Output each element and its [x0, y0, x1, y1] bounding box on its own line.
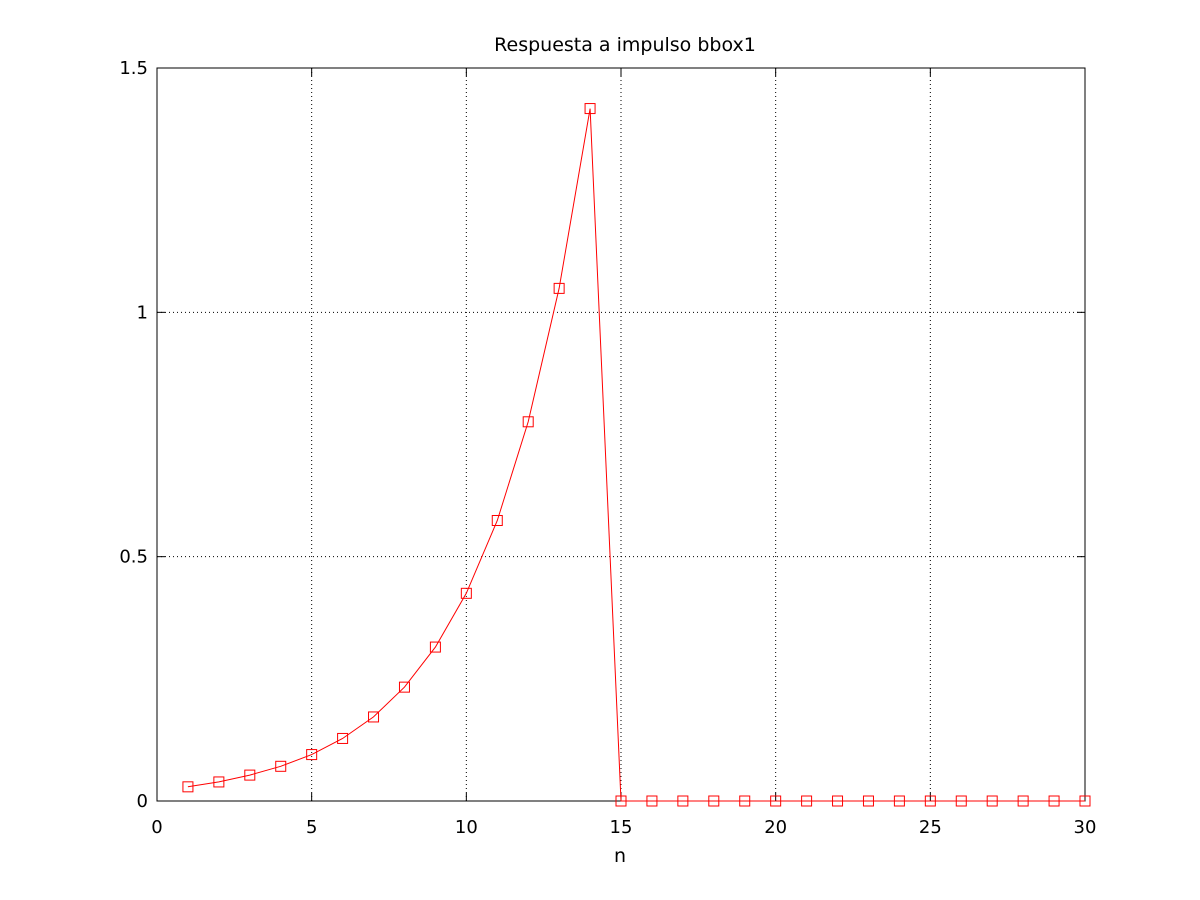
- data-point-marker: [677, 795, 689, 807]
- data-point-marker: [553, 282, 565, 294]
- axis-ticks: [156, 67, 1086, 802]
- data-point-marker: [955, 795, 967, 807]
- data-point-marker: [584, 103, 596, 115]
- series-line: [187, 108, 1085, 802]
- data-point-marker: [398, 681, 410, 693]
- data-point-marker: [460, 587, 472, 599]
- data-point-marker: [739, 795, 751, 807]
- data-point-marker: [337, 732, 349, 744]
- data-point-marker: [1079, 795, 1091, 807]
- data-point-marker: [522, 416, 534, 428]
- x-tick-label: 15: [610, 817, 633, 838]
- x-tick-label: 0: [151, 817, 162, 838]
- data-point-marker: [275, 760, 287, 772]
- data-point-marker: [1017, 795, 1029, 807]
- data-point-marker: [244, 769, 256, 781]
- data-point-marker: [924, 795, 936, 807]
- axes-frame: [156, 67, 1086, 802]
- data-point-marker: [862, 795, 874, 807]
- x-tick-label: 30: [1074, 817, 1097, 838]
- tick-labels: 0 5 10 15 20 25 30 0 0.5 1 1.5: [119, 58, 1096, 838]
- data-point-marker: [1048, 795, 1060, 807]
- data-point-marker: [801, 795, 813, 807]
- data-point-marker: [306, 749, 318, 761]
- y-tick-label: 1.5: [119, 58, 148, 79]
- x-tick-label: 20: [764, 817, 787, 838]
- series-layer: [182, 103, 1091, 807]
- y-tick-label: 1: [137, 302, 148, 323]
- data-point-marker: [491, 515, 503, 527]
- data-point-marker: [708, 795, 720, 807]
- chart-title: Respuesta a impulso bbox1: [494, 34, 756, 56]
- data-point-marker: [615, 795, 627, 807]
- y-tick-label: 0: [137, 791, 148, 812]
- data-point-marker: [986, 795, 998, 807]
- data-point-marker: [368, 711, 380, 723]
- x-axis-label: n: [614, 845, 626, 867]
- data-point-marker: [182, 781, 194, 793]
- data-point-marker: [770, 795, 782, 807]
- x-tick-label: 5: [306, 817, 317, 838]
- x-tick-label: 25: [919, 817, 942, 838]
- data-point-marker: [646, 795, 658, 807]
- data-point-marker: [213, 776, 225, 788]
- data-point-marker: [893, 795, 905, 807]
- data-point-marker: [429, 641, 441, 653]
- x-tick-label: 10: [455, 817, 478, 838]
- data-point-marker: [832, 795, 844, 807]
- y-tick-label: 0.5: [119, 547, 148, 568]
- grid-lines: [157, 68, 1085, 801]
